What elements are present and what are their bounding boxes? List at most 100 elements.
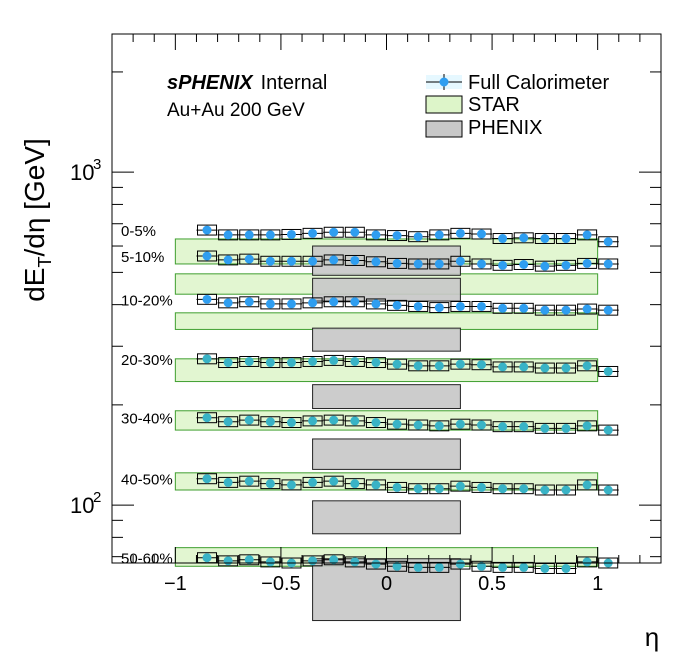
full-cal-point xyxy=(603,305,613,315)
centrality-label: 30-40% xyxy=(121,411,173,428)
full-cal-point xyxy=(413,361,423,371)
full-cal-point xyxy=(265,358,275,368)
full-cal-point xyxy=(329,555,339,565)
full-cal-point xyxy=(455,481,465,491)
phenix-band xyxy=(312,327,461,352)
full-cal-point xyxy=(286,256,296,266)
full-cal-point xyxy=(202,354,212,364)
full-cal-point xyxy=(308,356,318,366)
full-cal-point xyxy=(582,557,592,567)
y-label-main: dE xyxy=(19,268,50,302)
full-cal-point xyxy=(265,479,275,489)
full-cal-point xyxy=(244,297,254,307)
full-cal-point xyxy=(265,256,275,266)
full-cal-point xyxy=(244,415,254,425)
full-cal-point xyxy=(202,474,212,484)
full-cal-point xyxy=(308,477,318,487)
full-cal-point xyxy=(350,356,360,366)
full-cal-point xyxy=(498,562,508,572)
full-cal-point xyxy=(434,230,444,240)
centrality-label: 40-50% xyxy=(121,472,173,489)
full-cal-point xyxy=(582,361,592,371)
full-cal-point xyxy=(350,297,360,307)
full-cal-point xyxy=(519,562,529,572)
full-cal-point xyxy=(498,362,508,372)
full-cal-point xyxy=(350,416,360,426)
y-label-sub: T xyxy=(35,257,55,268)
full-cal-point xyxy=(455,228,465,238)
full-cal-point xyxy=(371,230,381,240)
full-cal-point xyxy=(582,258,592,268)
full-cal-point xyxy=(561,363,571,373)
full-cal-point xyxy=(603,366,613,376)
full-cal-point xyxy=(498,260,508,270)
full-cal-point xyxy=(308,416,318,426)
full-cal-point xyxy=(498,484,508,494)
full-cal-point xyxy=(329,476,339,486)
full-cal-point xyxy=(244,230,254,240)
full-cal-point xyxy=(434,259,444,269)
full-cal-point xyxy=(392,419,402,429)
full-cal-point xyxy=(350,227,360,237)
full-cal-point xyxy=(540,423,550,433)
x-tick-label: 1 xyxy=(592,573,603,595)
full-cal-point xyxy=(498,303,508,313)
full-cal-point xyxy=(350,479,360,489)
full-cal-point xyxy=(223,298,233,308)
full-cal-point xyxy=(603,259,613,269)
y-tick-label: 10 xyxy=(70,160,94,185)
full-cal-point xyxy=(223,230,233,240)
y-tick-label: 10 xyxy=(70,493,94,518)
star-band xyxy=(174,472,599,491)
full-cal-point xyxy=(434,484,444,494)
full-calorimeter-series xyxy=(196,224,619,574)
full-cal-point xyxy=(202,553,212,563)
full-cal-point xyxy=(244,476,254,486)
legend-label-full-cal: Full Calorimeter xyxy=(468,72,609,94)
full-cal-point xyxy=(244,555,254,565)
full-cal-point xyxy=(540,305,550,315)
full-cal-point xyxy=(519,233,529,243)
full-cal-point xyxy=(519,260,529,270)
full-cal-point xyxy=(202,225,212,235)
y-tick-exponent: 2 xyxy=(93,489,101,506)
full-cal-point xyxy=(561,234,571,244)
full-cal-point xyxy=(519,422,529,432)
full-cal-point xyxy=(392,359,402,369)
x-tick-label: 0.5 xyxy=(478,573,506,595)
full-cal-point xyxy=(413,232,423,242)
full-cal-point xyxy=(308,256,318,266)
full-cal-point xyxy=(603,425,613,435)
full-cal-point xyxy=(371,299,381,309)
full-cal-point xyxy=(455,419,465,429)
phenix-band xyxy=(312,438,461,470)
full-cal-point xyxy=(265,299,275,309)
full-cal-point xyxy=(519,484,529,494)
legend-phenix-swatch xyxy=(425,120,463,138)
full-cal-point xyxy=(540,261,550,271)
full-cal-point xyxy=(223,556,233,566)
full-cal-point xyxy=(392,258,402,268)
full-cal-point xyxy=(582,304,592,314)
full-cal-point xyxy=(265,230,275,240)
phenix-band xyxy=(312,384,461,410)
full-cal-point xyxy=(286,480,296,490)
full-cal-point xyxy=(371,559,381,569)
phenix-band xyxy=(312,500,461,535)
full-cal-point xyxy=(519,303,529,313)
full-cal-point xyxy=(455,359,465,369)
full-cal-point xyxy=(223,358,233,368)
full-cal-point xyxy=(329,255,339,265)
full-cal-point xyxy=(477,360,487,370)
centrality-label: 10-20% xyxy=(121,292,173,309)
full-cal-point xyxy=(308,228,318,238)
phenix-band xyxy=(312,277,461,302)
centrality-label: 0-5% xyxy=(121,223,156,240)
full-cal-point xyxy=(392,561,402,571)
full-cal-point xyxy=(308,556,318,566)
full-cal-point xyxy=(434,303,444,313)
legend-star-swatch xyxy=(425,95,463,114)
full-cal-point xyxy=(561,423,571,433)
full-cal-point xyxy=(244,254,254,264)
